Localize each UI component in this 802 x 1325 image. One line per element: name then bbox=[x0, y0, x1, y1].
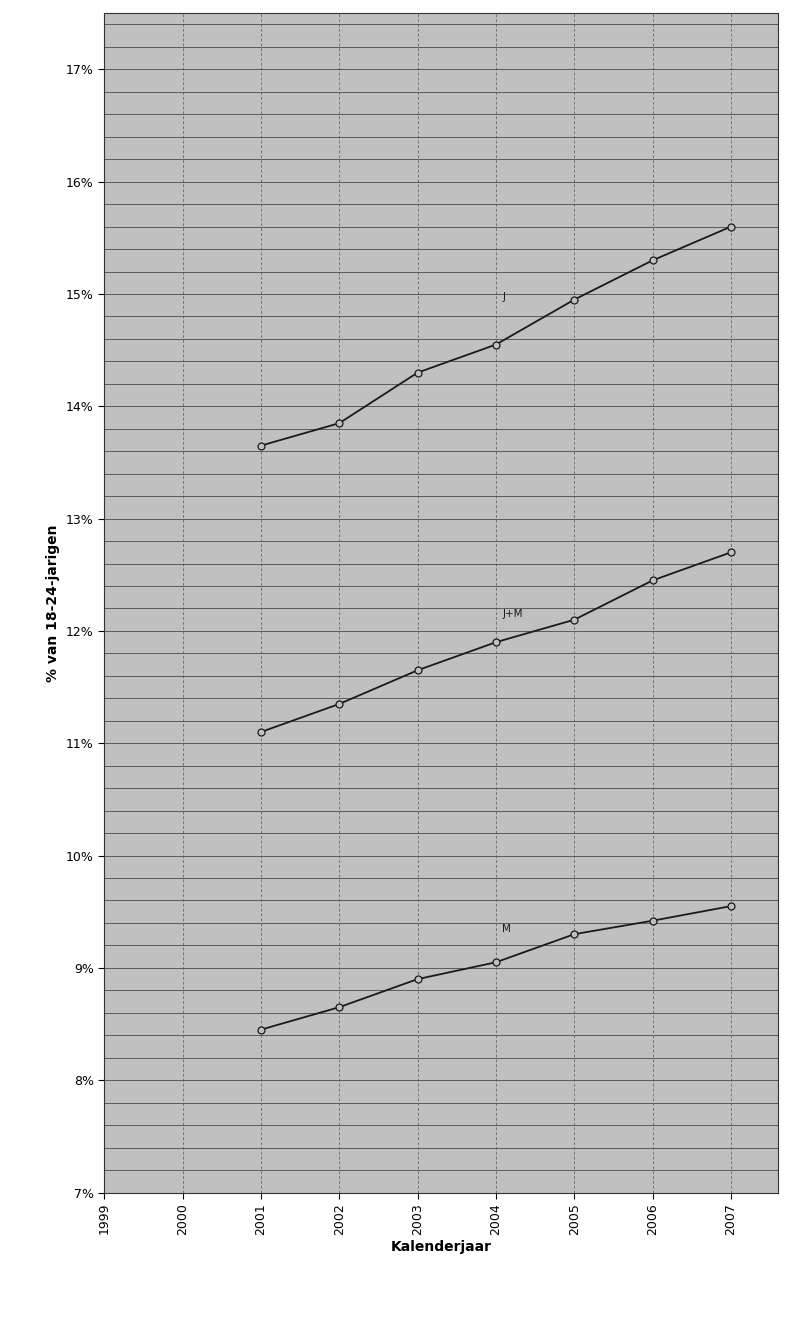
X-axis label: Kalenderjaar: Kalenderjaar bbox=[391, 1240, 492, 1255]
Text: J: J bbox=[502, 293, 505, 302]
Text: J+M: J+M bbox=[502, 610, 523, 619]
Text: M: M bbox=[502, 924, 511, 934]
Y-axis label: % van 18-24-jarigen: % van 18-24-jarigen bbox=[47, 525, 60, 681]
